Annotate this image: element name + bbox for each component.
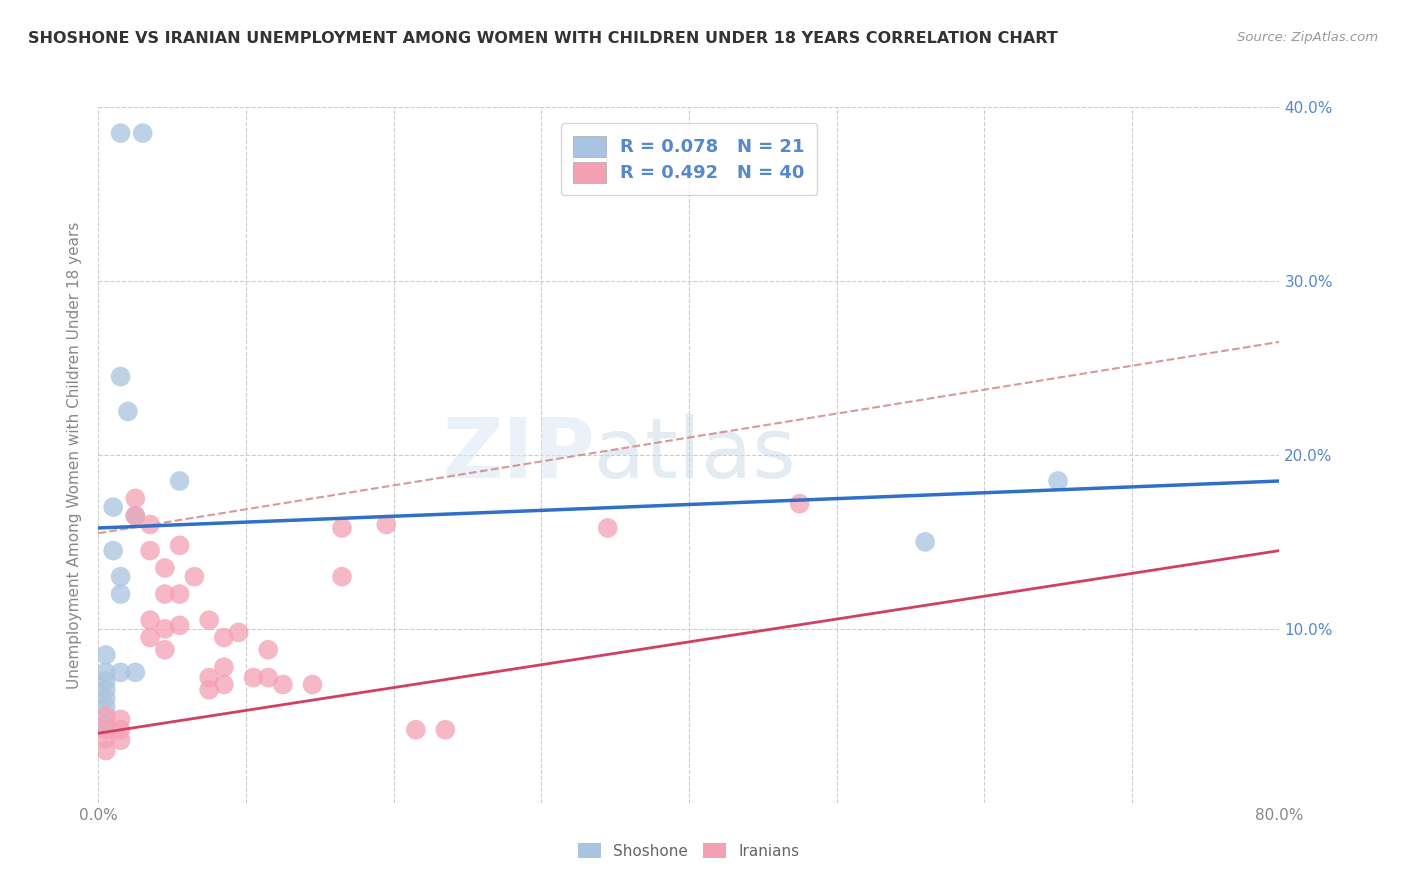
Point — [94, 723, 117, 737]
Point — [94, 648, 117, 662]
Point — [110, 733, 132, 747]
Point — [405, 723, 427, 737]
Point — [169, 587, 191, 601]
Point — [198, 613, 221, 627]
Point — [153, 642, 176, 657]
Text: Source: ZipAtlas.com: Source: ZipAtlas.com — [1237, 31, 1378, 45]
Point — [139, 543, 162, 558]
Point — [153, 622, 176, 636]
Text: atlas: atlas — [595, 415, 796, 495]
Point — [1046, 474, 1069, 488]
Point — [94, 700, 117, 714]
Point — [139, 613, 162, 627]
Legend: Shoshone, Iranians: Shoshone, Iranians — [572, 837, 806, 864]
Point — [257, 671, 280, 685]
Point — [330, 521, 353, 535]
Text: ZIP: ZIP — [441, 415, 595, 495]
Point — [153, 587, 176, 601]
Point — [257, 642, 280, 657]
Point — [110, 570, 132, 584]
Point — [153, 561, 176, 575]
Point — [169, 618, 191, 632]
Point — [110, 369, 132, 384]
Point — [139, 631, 162, 645]
Point — [94, 717, 117, 731]
Point — [183, 570, 205, 584]
Point — [110, 665, 132, 680]
Point — [94, 682, 117, 697]
Point — [103, 543, 125, 558]
Point — [124, 665, 146, 680]
Point — [375, 517, 398, 532]
Point — [94, 744, 117, 758]
Point — [124, 508, 146, 523]
Point — [110, 587, 132, 601]
Point — [914, 534, 936, 549]
Point — [330, 570, 353, 584]
Point — [242, 671, 264, 685]
Point — [124, 508, 146, 523]
Point — [110, 126, 132, 140]
Point — [198, 682, 221, 697]
Text: SHOSHONE VS IRANIAN UNEMPLOYMENT AMONG WOMEN WITH CHILDREN UNDER 18 YEARS CORREL: SHOSHONE VS IRANIAN UNEMPLOYMENT AMONG W… — [28, 31, 1057, 46]
Point — [94, 731, 117, 746]
Point — [212, 660, 235, 674]
Point — [103, 500, 125, 514]
Point — [301, 677, 323, 691]
Point — [110, 723, 132, 737]
Point — [139, 517, 162, 532]
Point — [169, 538, 191, 552]
Y-axis label: Unemployment Among Women with Children Under 18 years: Unemployment Among Women with Children U… — [67, 221, 83, 689]
Point — [228, 625, 250, 640]
Point — [124, 491, 146, 506]
Point — [596, 521, 619, 535]
Point — [117, 404, 139, 418]
Point — [169, 474, 191, 488]
Point — [212, 631, 235, 645]
Point — [94, 674, 117, 689]
Point — [271, 677, 294, 691]
Point — [434, 723, 457, 737]
Point — [132, 126, 155, 140]
Point — [94, 708, 117, 723]
Point — [110, 712, 132, 726]
Point — [789, 497, 811, 511]
Point — [198, 671, 221, 685]
Point — [94, 665, 117, 680]
Point — [94, 691, 117, 706]
Point — [212, 677, 235, 691]
